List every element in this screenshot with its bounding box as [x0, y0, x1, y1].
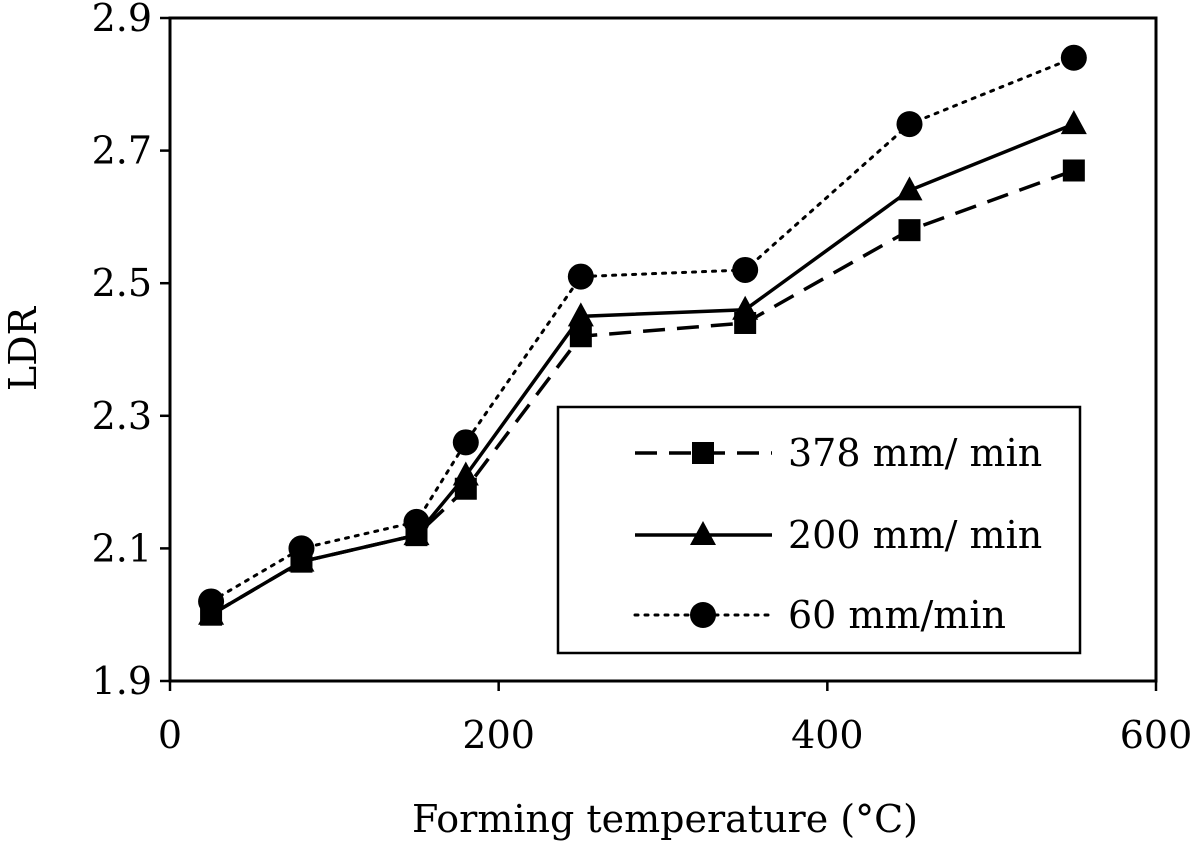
data-point-triangle — [198, 600, 225, 625]
legend-label: 60 mm/min — [788, 593, 1006, 637]
x-axis-title: Forming temperature (°C) — [412, 797, 918, 841]
data-point-circle — [452, 429, 479, 456]
data-point-square — [569, 325, 592, 348]
x-tick-label: 400 — [791, 713, 864, 757]
data-point-circle — [1060, 44, 1087, 71]
y-tick-label: 2.7 — [92, 129, 152, 173]
x-tick-label: 200 — [462, 713, 535, 757]
legend-marker-circle — [690, 602, 716, 628]
data-point-circle — [567, 263, 594, 290]
legend-label: 378 mm/ min — [788, 431, 1042, 475]
plot-area-frame — [168, 16, 1158, 683]
x-tick-label: 0 — [158, 713, 182, 757]
x-tick-label: 600 — [1120, 713, 1193, 757]
series-line — [210, 122, 1075, 617]
y-axis-title: LDR — [1, 305, 45, 391]
data-point-triangle — [288, 547, 315, 572]
data-point-triangle — [1060, 110, 1087, 135]
legend-marker-triangle — [690, 521, 716, 545]
data-point-triangle — [732, 295, 759, 320]
data-point-square — [898, 219, 921, 242]
y-tick-label: 2.9 — [92, 0, 152, 40]
data-point-square — [1062, 159, 1085, 182]
legend-marker-square — [692, 442, 714, 464]
series-layer — [198, 44, 1087, 626]
series-line — [210, 168, 1075, 617]
y-tick-label: 2.1 — [92, 526, 152, 570]
data-point-triangle — [896, 176, 923, 201]
y-tick-label: 2.3 — [92, 394, 152, 438]
legend: 378 mm/ min 200 mm/ min 60 mm/min — [556, 405, 1082, 655]
series-line — [209, 56, 1076, 603]
ticks-layer: 1.9 2.1 2.3 2.5 2.7 2.9 0 200 400 600 — [92, 0, 1193, 757]
series-triangle — [198, 110, 1087, 625]
legend-label: 200 mm/ min — [788, 513, 1042, 557]
y-tick-label: 2.5 — [92, 261, 152, 305]
data-point-triangle — [403, 521, 430, 546]
data-point-circle — [732, 256, 759, 283]
data-point-triangle — [567, 302, 594, 327]
y-tick-label: 1.9 — [92, 659, 152, 703]
data-point-triangle — [452, 461, 479, 486]
legend-box — [556, 405, 1082, 655]
data-point-circle — [896, 111, 923, 138]
